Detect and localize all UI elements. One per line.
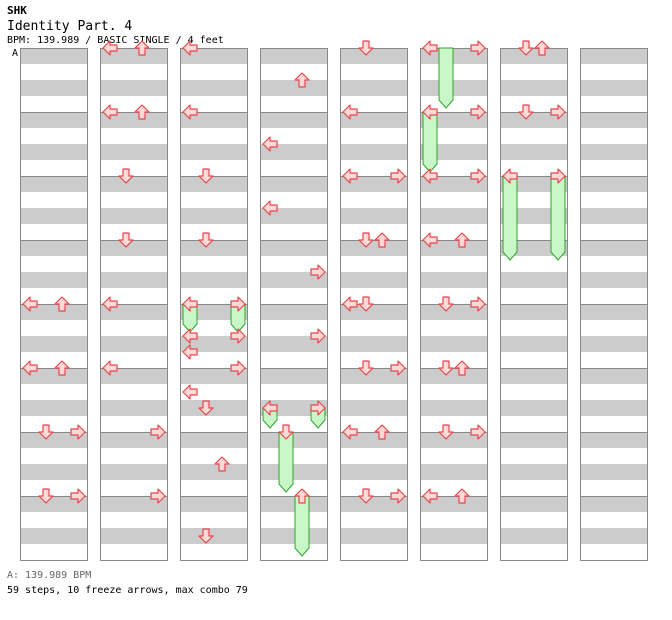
arrow-down-icon: [358, 296, 374, 312]
arrow-up-icon: [214, 456, 230, 472]
arrow-left-icon: [182, 328, 198, 344]
arrow-left-icon: [262, 200, 278, 216]
arrow-left-icon: [262, 400, 278, 416]
arrow-left-icon: [422, 104, 438, 120]
arrow-right-icon: [470, 424, 486, 440]
arrow-down-icon: [438, 360, 454, 376]
arrow-up-icon: [294, 488, 310, 504]
arrow-down-icon: [38, 424, 54, 440]
arrow-down-icon: [118, 232, 134, 248]
arrow-down-icon: [518, 40, 534, 56]
arrow-down-icon: [358, 360, 374, 376]
arrow-right-icon: [470, 296, 486, 312]
freeze-left: [502, 175, 518, 261]
arrow-right-icon: [310, 400, 326, 416]
arrow-up-icon: [54, 296, 70, 312]
freeze-right: [550, 175, 566, 261]
arrow-right-icon: [150, 488, 166, 504]
arrow-left-icon: [342, 104, 358, 120]
arrow-right-icon: [550, 104, 566, 120]
arrow-up-icon: [454, 232, 470, 248]
arrow-up-icon: [294, 72, 310, 88]
arrow-right-icon: [470, 168, 486, 184]
arrow-down-icon: [518, 104, 534, 120]
arrow-up-icon: [374, 232, 390, 248]
chart-meta: BPM: 139.989 / BASIC SINGLE / 4 feet: [7, 35, 224, 46]
freeze-down: [438, 47, 454, 109]
arrow-left-icon: [22, 360, 38, 376]
arrow-down-icon: [278, 424, 294, 440]
arrow-left-icon: [102, 40, 118, 56]
arrow-left-icon: [422, 232, 438, 248]
arrow-left-icon: [102, 104, 118, 120]
freeze-down: [278, 431, 294, 493]
arrow-down-icon: [358, 40, 374, 56]
song-title: Identity Part. 4: [7, 19, 133, 34]
arrow-right-icon: [390, 360, 406, 376]
arrow-up-icon: [134, 40, 150, 56]
arrow-right-icon: [390, 168, 406, 184]
arrow-down-icon: [198, 168, 214, 184]
bpm-legend: A: 139.989 BPM: [7, 570, 92, 581]
arrow-right-icon: [470, 40, 486, 56]
arrow-right-icon: [310, 264, 326, 280]
arrow-up-icon: [534, 40, 550, 56]
arrow-right-icon: [470, 104, 486, 120]
arrow-left-icon: [262, 136, 278, 152]
arrow-left-icon: [502, 168, 518, 184]
arrow-left-icon: [422, 40, 438, 56]
arrow-up-icon: [454, 360, 470, 376]
arrow-down-icon: [438, 296, 454, 312]
arrow-right-icon: [70, 488, 86, 504]
chart-stats: 59 steps, 10 freeze arrows, max combo 79: [7, 585, 248, 596]
arrow-right-icon: [150, 424, 166, 440]
arrow-left-icon: [182, 296, 198, 312]
arrow-left-icon: [422, 168, 438, 184]
arrow-down-icon: [118, 168, 134, 184]
arrow-right-icon: [310, 328, 326, 344]
arrow-right-icon: [230, 360, 246, 376]
arrow-left-icon: [182, 104, 198, 120]
arrow-right-icon: [390, 488, 406, 504]
arrow-down-icon: [198, 528, 214, 544]
step-chart: [20, 40, 648, 561]
arrow-left-icon: [182, 344, 198, 360]
arrow-right-icon: [230, 296, 246, 312]
arrow-down-icon: [438, 424, 454, 440]
arrow-down-icon: [358, 488, 374, 504]
artist-name: SHK: [7, 4, 27, 17]
freeze-up: [294, 495, 310, 557]
arrow-left-icon: [102, 296, 118, 312]
arrow-right-icon: [230, 328, 246, 344]
arrow-left-icon: [342, 424, 358, 440]
arrow-down-icon: [198, 232, 214, 248]
arrow-left-icon: [182, 40, 198, 56]
freeze-left: [422, 111, 438, 173]
arrow-down-icon: [358, 232, 374, 248]
arrow-left-icon: [422, 488, 438, 504]
arrow-right-icon: [550, 168, 566, 184]
arrow-down-icon: [38, 488, 54, 504]
arrow-left-icon: [342, 296, 358, 312]
arrow-left-icon: [102, 360, 118, 376]
bpm-marker: A: [12, 48, 19, 59]
arrow-right-icon: [70, 424, 86, 440]
arrow-up-icon: [54, 360, 70, 376]
arrow-up-icon: [374, 424, 390, 440]
arrow-left-icon: [182, 384, 198, 400]
arrow-left-icon: [342, 168, 358, 184]
arrow-up-icon: [134, 104, 150, 120]
arrow-down-icon: [198, 400, 214, 416]
arrow-up-icon: [454, 488, 470, 504]
arrow-left-icon: [22, 296, 38, 312]
